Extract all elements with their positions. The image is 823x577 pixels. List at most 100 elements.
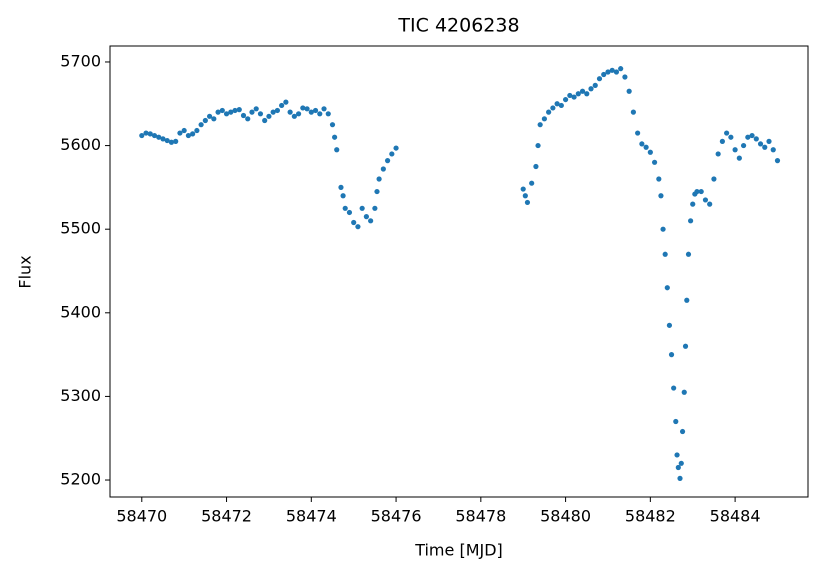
data-point [308, 109, 314, 115]
data-point [304, 106, 310, 112]
data-point [679, 428, 686, 435]
data-point [558, 102, 564, 109]
data-point [164, 137, 170, 144]
plot-frame [109, 45, 809, 498]
data-point [338, 184, 344, 190]
data-point [372, 205, 378, 211]
data-point [317, 111, 323, 117]
data-point [609, 67, 615, 73]
data-point [173, 138, 179, 145]
data-point [325, 111, 331, 117]
data-point [562, 96, 569, 103]
data-point [139, 132, 145, 139]
data-point [287, 109, 293, 115]
data-point [363, 214, 369, 220]
data-point [355, 224, 361, 230]
data-point [694, 188, 700, 195]
data-point [588, 86, 594, 92]
x-tick-label: 58476 [371, 507, 422, 526]
data-point [728, 134, 734, 140]
data-point [715, 151, 721, 157]
data-point [546, 109, 552, 115]
data-point [359, 205, 365, 211]
data-point [666, 322, 673, 328]
data-point [177, 130, 183, 136]
y-tick-label: 5600 [60, 135, 101, 154]
data-point [550, 105, 556, 111]
data-point [384, 158, 391, 164]
data-point [351, 219, 357, 226]
data-point [740, 142, 747, 149]
data-point [711, 176, 717, 182]
data-point [651, 159, 658, 165]
data-point [334, 147, 340, 153]
data-point [300, 105, 306, 111]
data-point [684, 297, 690, 303]
data-point [613, 69, 620, 75]
data-point [671, 385, 677, 391]
data-point [194, 127, 200, 134]
data-point [622, 74, 628, 80]
data-point [605, 69, 611, 75]
data-point [181, 127, 187, 134]
data-point [376, 176, 382, 182]
x-tick-label: 58482 [625, 507, 676, 526]
y-tick-label: 5300 [60, 386, 101, 405]
data-point [639, 141, 645, 147]
data-point [257, 111, 264, 117]
data-point [389, 151, 395, 157]
data-point [156, 134, 162, 140]
data-point [664, 285, 670, 291]
data-point [677, 475, 683, 481]
data-point [236, 107, 242, 113]
data-point [575, 91, 581, 97]
data-point [567, 92, 573, 99]
data-point [524, 199, 531, 206]
data-point [643, 144, 649, 150]
data-point [736, 155, 742, 161]
data-point [658, 193, 664, 199]
data-point [160, 136, 166, 142]
data-point [668, 352, 675, 358]
data-point [223, 111, 230, 117]
data-point [295, 111, 302, 117]
data-point [253, 106, 259, 112]
data-point [329, 122, 336, 128]
data-point [219, 107, 225, 114]
x-tick-label: 58472 [201, 507, 252, 526]
data-point [660, 226, 666, 232]
y-tick-label: 5500 [60, 219, 101, 238]
data-point [368, 218, 374, 224]
data-point [647, 149, 653, 155]
data-point [673, 418, 679, 425]
data-point [374, 188, 380, 195]
data-point [762, 144, 768, 150]
data-point [202, 117, 208, 124]
data-point [630, 109, 636, 115]
data-point [342, 205, 348, 211]
y-tick-label: 5700 [60, 51, 101, 70]
data-point [522, 193, 528, 199]
data-point [579, 88, 586, 94]
data-point [228, 109, 234, 115]
data-point [719, 138, 725, 145]
y-tick-label: 5400 [60, 302, 101, 321]
y-tick-label: 5200 [60, 470, 101, 489]
data-point [662, 251, 668, 257]
data-point [533, 163, 539, 170]
data-point [340, 193, 346, 199]
x-tick-label: 58484 [710, 507, 761, 526]
data-point [215, 109, 221, 115]
data-point [535, 142, 541, 149]
data-point [232, 107, 238, 114]
data-point [675, 464, 681, 471]
data-point [190, 131, 196, 137]
data-point [520, 186, 526, 192]
data-point [766, 138, 772, 145]
data-point [537, 122, 543, 128]
data-point [596, 76, 603, 82]
data-point [380, 166, 386, 172]
x-tick-label: 58470 [116, 507, 167, 526]
data-point [678, 460, 684, 466]
